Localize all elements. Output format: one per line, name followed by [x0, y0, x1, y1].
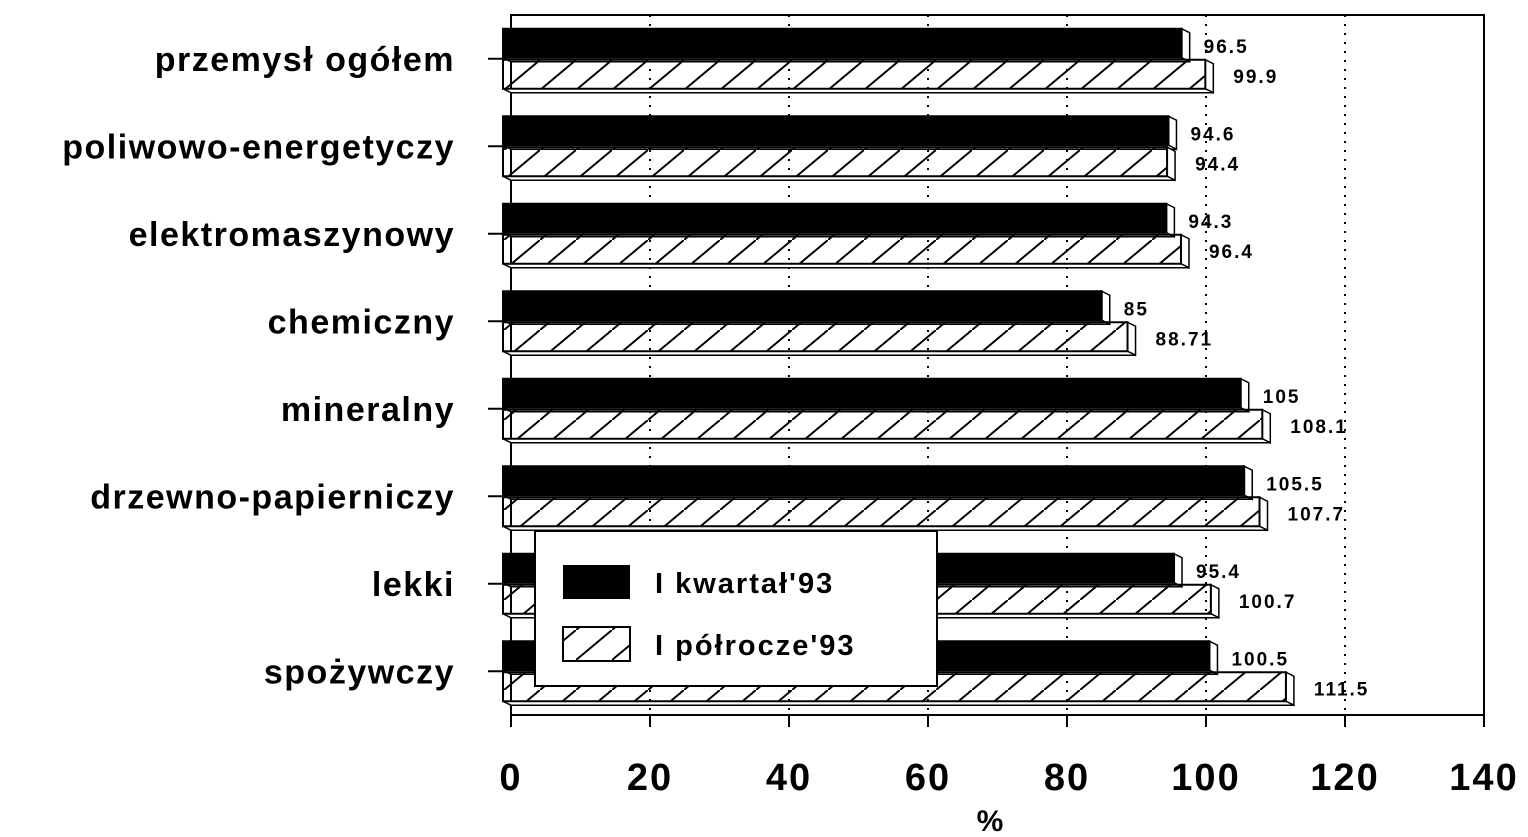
x-tick-label-60: 60 — [905, 757, 951, 799]
data-label-s1-1: 94.6 — [1190, 124, 1235, 145]
legend-box — [534, 530, 938, 687]
bar-side-s1-2 — [1165, 202, 1176, 238]
bar-side-s2-2 — [1180, 233, 1190, 269]
data-label-s1-4: 105 — [1263, 387, 1301, 408]
category-label-7: spożywczy — [264, 653, 455, 691]
data-label-s2-0: 99.9 — [1233, 67, 1278, 88]
bar-series-2-1 — [502, 146, 1169, 178]
category-label-6: lekki — [372, 566, 455, 604]
category-label-0: przemysł ogółem — [155, 41, 455, 79]
bar-side-s2-3 — [1126, 321, 1137, 357]
legend: I kwartał'93 I półrocze'93 — [534, 530, 938, 687]
bar-series-2-2 — [502, 233, 1182, 265]
data-label-s2-1: 94.4 — [1195, 154, 1240, 175]
bar-side-s2-4 — [1261, 408, 1272, 444]
data-label-s1-0: 96.5 — [1204, 37, 1249, 58]
x-axis-title: % — [977, 805, 1004, 837]
bar-side-s2-0 — [1204, 58, 1215, 94]
legend-label-series-1: I kwartał'93 — [655, 568, 834, 600]
data-label-s2-7: 111.5 — [1314, 679, 1369, 700]
data-label-s1-6: 95.4 — [1196, 562, 1241, 583]
data-label-s2-2: 96.4 — [1209, 242, 1254, 263]
bar-side-s1-0 — [1180, 27, 1191, 63]
x-tick-label-80: 80 — [1044, 757, 1090, 799]
data-label-s1-2: 94.3 — [1188, 212, 1233, 233]
x-tick-label-20: 20 — [627, 757, 673, 799]
bar-side-s1-6 — [1173, 552, 1183, 588]
bar-series-1-1 — [502, 115, 1170, 147]
bar-series-1-0 — [502, 27, 1183, 59]
data-label-s2-5: 107.7 — [1288, 504, 1346, 525]
legend-swatch-series-1 — [563, 565, 630, 599]
category-label-1: poliwowo-energetyczy — [62, 128, 455, 166]
bar-series-2-5 — [502, 496, 1261, 528]
category-labels: przemysł ogółem poliwowo-energetyczy elekt… — [62, 41, 455, 692]
category-label-2: elektromaszynowy — [129, 216, 455, 254]
bar-series-2-3 — [502, 321, 1129, 353]
bar-side-s2-7 — [1285, 671, 1295, 707]
bar-side-s1-1 — [1167, 115, 1178, 151]
x-tick-label-40: 40 — [766, 757, 812, 799]
data-label-s1-5: 105.5 — [1266, 474, 1324, 495]
bar-series-1-4 — [502, 377, 1242, 409]
x-tick-label-0: 0 — [499, 757, 522, 799]
data-label-s1-3: 85 — [1124, 299, 1149, 320]
data-label-s2-4: 108.1 — [1290, 417, 1348, 438]
bar-side-s1-3 — [1101, 290, 1111, 326]
bar-side-s1-7 — [1208, 640, 1219, 676]
bar-series-1-2 — [502, 202, 1168, 234]
category-label-4: mineralny — [281, 391, 455, 429]
data-label-s2-6: 100.7 — [1239, 592, 1297, 613]
legend-swatch-series-2 — [562, 626, 631, 662]
category-label-3: chemiczny — [268, 303, 455, 341]
data-labels: 96.5 99.9 94.6 94.4 94.3 96.4 85 88.71 105 108.1 1… — [1124, 37, 1369, 701]
bar-series-2-0 — [502, 58, 1207, 90]
bar-side-s2-6 — [1210, 583, 1220, 619]
bar-series-1-5 — [502, 465, 1246, 497]
legend-label-series-2: I półrocze'93 — [655, 630, 856, 662]
bar-side-s2-5 — [1258, 496, 1269, 532]
bar-side-s1-4 — [1240, 377, 1250, 413]
bar-series-1-3 — [502, 290, 1103, 322]
data-label-s2-3: 88.71 — [1156, 329, 1214, 350]
x-tick-label-140: 140 — [1449, 757, 1518, 799]
data-label-s1-7: 100.5 — [1231, 649, 1289, 670]
category-label-5: drzewno-papierniczy — [90, 478, 455, 516]
x-tick-label-120: 120 — [1310, 757, 1379, 799]
x-axis: 0 20 40 60 80 100 120 140 — [499, 715, 1518, 799]
bar-side-s1-5 — [1243, 465, 1253, 501]
bar-side-s2-1 — [1166, 146, 1176, 182]
bar-series-2-4 — [502, 408, 1264, 440]
x-tick-label-100: 100 — [1171, 757, 1240, 799]
